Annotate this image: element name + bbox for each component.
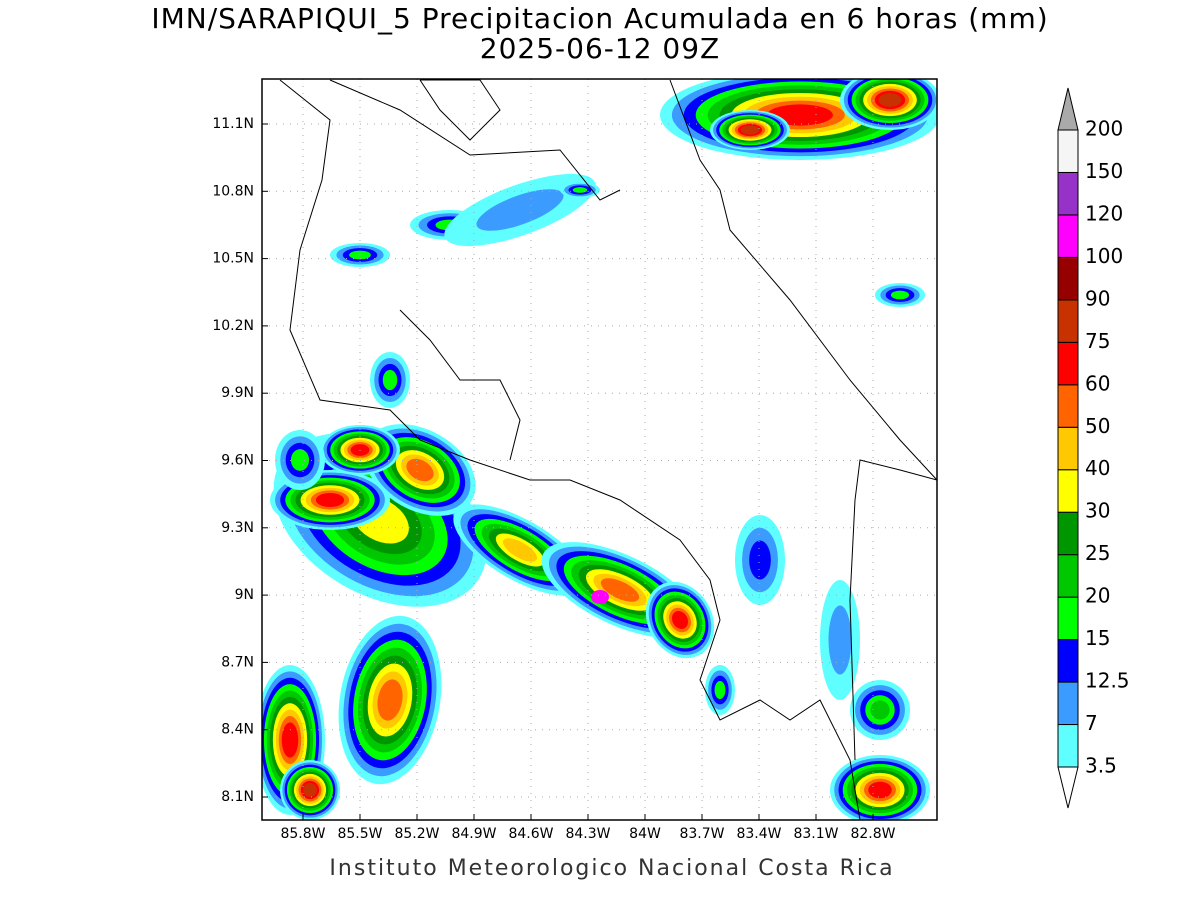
colorbar-label: 30 [1085, 499, 1110, 523]
colorbar-segment [1057, 639, 1079, 683]
colorbar-label: 50 [1085, 414, 1110, 438]
precip-contour [290, 449, 310, 471]
lat-tick-label: 10.2N [212, 318, 254, 334]
colorbar-segment [1057, 469, 1079, 513]
precip-contour [303, 783, 317, 797]
lat-tick-label: 11.1N [212, 116, 254, 132]
precip-contour [349, 250, 371, 260]
caribbean-coast [669, 79, 937, 481]
colorbar-segment [1057, 299, 1079, 343]
colorbar-segment [1057, 341, 1079, 386]
colorbar-label: 3.5 [1085, 754, 1117, 778]
colorbar-label: 20 [1085, 584, 1110, 608]
colorbar-label: 200 [1085, 117, 1123, 141]
map-frame [261, 78, 938, 821]
colorbar-segment [1057, 129, 1079, 173]
lat-tick-label: 8.1N [221, 789, 254, 805]
precip-contour [671, 611, 689, 629]
colorbar-label: 25 [1085, 541, 1110, 565]
colorbar-label: 15 [1085, 626, 1110, 650]
lon-tick-label: 84.9W [451, 826, 496, 842]
panama-border-south [849, 499, 856, 761]
lake-coast [419, 79, 501, 141]
precip-contour [502, 538, 538, 562]
colorbar-label: 40 [1085, 456, 1110, 480]
lat-tick-label: 10.8N [212, 183, 254, 199]
precip-contour [890, 290, 910, 300]
colorbar-label: 150 [1085, 159, 1123, 183]
subtitle: 2025-06-12 09Z [480, 32, 720, 65]
precip-contour [600, 578, 640, 602]
precip-max [591, 590, 609, 604]
lat-tick-label: 9N [235, 587, 254, 603]
colorbar-label: 7 [1085, 711, 1098, 735]
lat-tick-label: 8.4N [221, 722, 254, 738]
precip-contour [406, 458, 434, 482]
colorbar-segment [1057, 171, 1079, 216]
precip-contour [476, 189, 564, 231]
lon-tick-label: 84.3W [565, 826, 610, 842]
lon-tick-label: 84.6W [508, 826, 553, 842]
colorbar-label: 120 [1085, 201, 1123, 225]
colorbar-under [1057, 766, 1079, 809]
precip-contour [828, 605, 852, 675]
title: IMN/SARAPIQUI_5 Precipitacion Acumulada … [151, 2, 1048, 35]
lon-tick-label: 82.8W [850, 826, 895, 842]
precip-contour [868, 781, 892, 799]
precip-contour [740, 125, 760, 135]
lon-tick-label: 85.8W [280, 826, 325, 842]
coastlines [279, 79, 937, 820]
colorbar-over [1057, 87, 1079, 131]
panama-border [854, 459, 937, 501]
lat-tick-label: 9.3N [221, 520, 254, 536]
colorbar-segment [1057, 724, 1079, 768]
gulf-nicoya [399, 309, 521, 461]
colorbar-segment [1057, 256, 1079, 301]
graticule: 11.1N 10.8N 10.5N 10.2N 9.9N 9.6N 9.3N 9N 8.7N 8.… [212, 79, 937, 842]
precip-field [262, 79, 937, 820]
colorbar-segment [1057, 384, 1079, 428]
precip-contour [714, 680, 726, 700]
colorbar: 3.5 7 12.5 15 20 25 30 40 50 60 75 90 100 120 150 200 [1057, 87, 1130, 809]
colorbar-segment [1057, 214, 1079, 258]
colorbar-label: 12.5 [1085, 669, 1130, 693]
lat-tick-label: 9.9N [221, 385, 254, 401]
precip-contour [572, 187, 588, 193]
precip-contour [377, 679, 403, 721]
colorbar-label: 100 [1085, 244, 1123, 268]
lat-tick-label: 9.6N [221, 453, 254, 469]
colorbar-segment [1057, 426, 1079, 471]
colorbar-segment [1057, 596, 1079, 641]
lon-tick-label: 83.1W [793, 826, 838, 842]
lon-tick-label: 84W [629, 826, 661, 842]
lon-tick-label: 85.5W [337, 826, 382, 842]
lon-tick-label: 85.2W [394, 826, 439, 842]
precip-contour [870, 700, 890, 720]
colorbar-segment [1057, 554, 1079, 598]
precip-contour [315, 492, 345, 508]
colorbar-label: 90 [1085, 286, 1110, 310]
pacific-coast [279, 79, 861, 820]
lat-tick-label: 10.5N [212, 251, 254, 267]
precip-contour [382, 369, 398, 391]
colorbar-label: 60 [1085, 371, 1110, 395]
lat-tick-label: 8.7N [221, 654, 254, 670]
lon-tick-label: 83.7W [679, 826, 724, 842]
precip-contour [878, 93, 902, 107]
colorbar-segment [1057, 511, 1079, 556]
nicaragua-border [329, 79, 621, 201]
colorbar-segment [1057, 681, 1079, 726]
precip-contour [749, 540, 771, 580]
lon-tick-label: 83.4W [736, 826, 781, 842]
precip-contour [281, 722, 299, 758]
colorbar-label: 75 [1085, 329, 1110, 353]
footer: Instituto Meteorologico Nacional Costa R… [329, 856, 894, 881]
